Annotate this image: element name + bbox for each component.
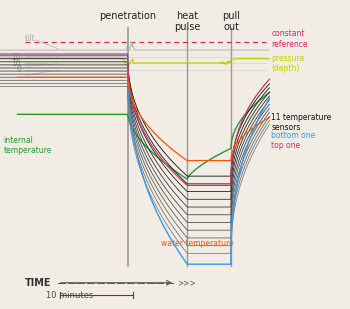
Text: top one: top one xyxy=(271,141,300,150)
Text: constant
reference: constant reference xyxy=(271,29,308,49)
Text: >>>: >>> xyxy=(177,278,196,287)
Text: heat
pulse: heat pulse xyxy=(174,11,201,32)
Text: 0: 0 xyxy=(16,65,21,74)
Text: water temperature: water temperature xyxy=(161,239,234,248)
Text: penetration: penetration xyxy=(99,11,156,21)
Text: bottom one: bottom one xyxy=(271,131,315,140)
Text: internal
temperature: internal temperature xyxy=(4,136,52,155)
Text: 11 temperature
sensors: 11 temperature sensors xyxy=(271,113,331,132)
Text: tilt: tilt xyxy=(25,34,35,43)
Text: pressure
(depth): pressure (depth) xyxy=(271,54,304,74)
Text: 20: 20 xyxy=(11,53,21,62)
Text: TIME: TIME xyxy=(25,278,51,288)
Text: 10 minutes: 10 minutes xyxy=(46,290,93,300)
Text: pull
out: pull out xyxy=(222,11,240,32)
Text: 10: 10 xyxy=(11,59,21,68)
